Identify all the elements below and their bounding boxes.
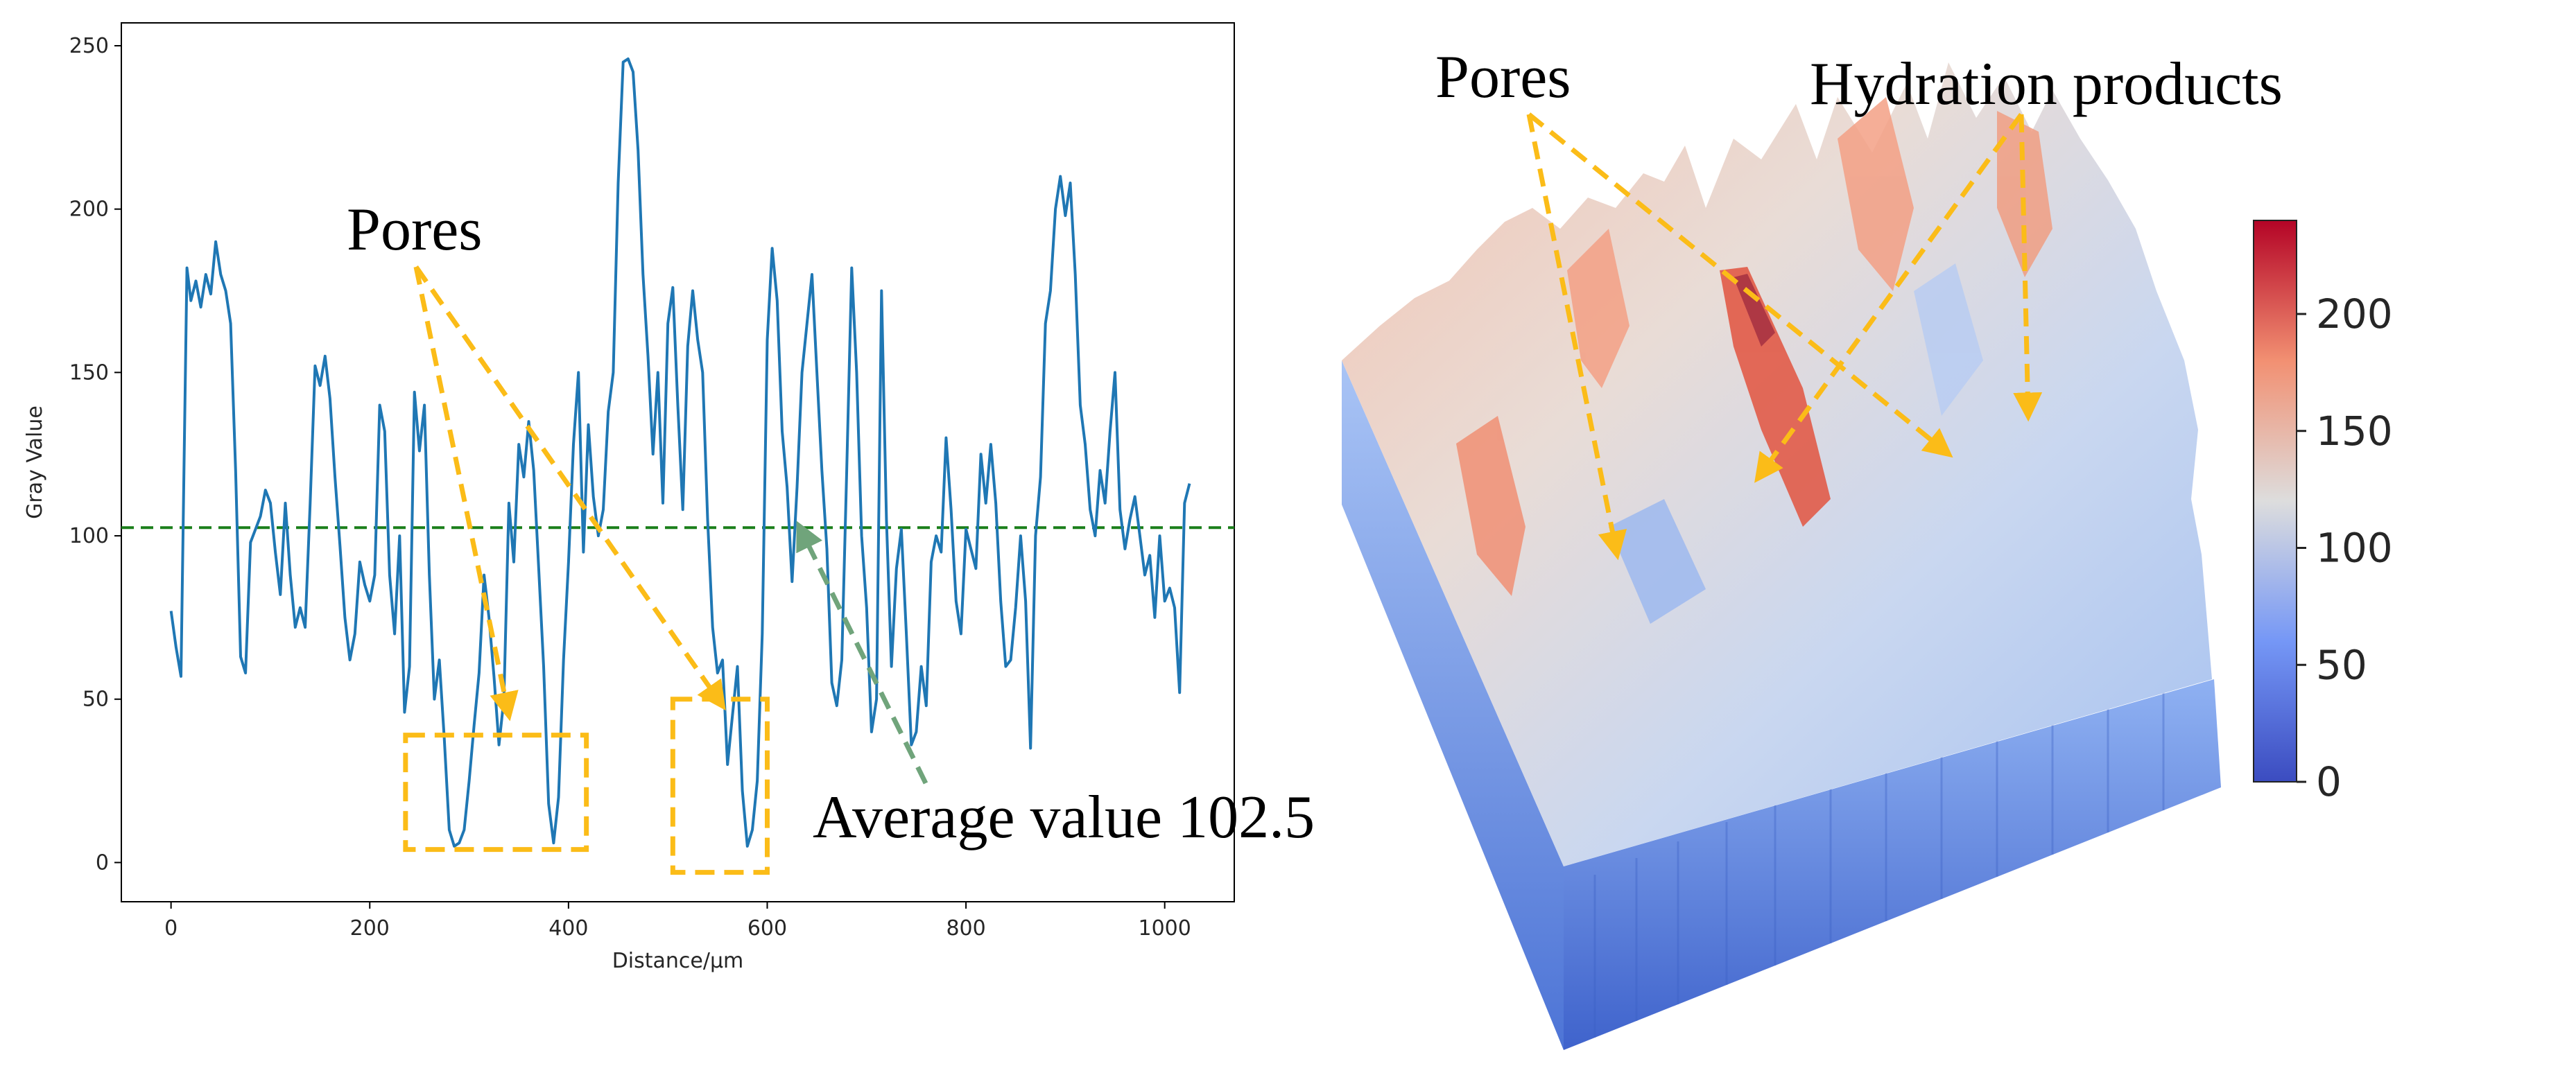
colorbar-tick-label: 100 xyxy=(2316,525,2393,572)
colorbar-tick-label: 50 xyxy=(2316,641,2367,688)
y-tick-label: 150 xyxy=(69,360,109,385)
pore-highlight-box xyxy=(403,733,589,853)
surface-hot-zones xyxy=(1456,97,2052,624)
surface-annotation-arrows xyxy=(1526,112,2043,561)
surface-front-side-stripes xyxy=(1593,647,2165,1038)
surface-left-side xyxy=(1342,360,1564,1050)
pores-arrow xyxy=(414,265,726,711)
x-tick-label: 600 xyxy=(747,916,787,941)
y-tick-label: 250 xyxy=(69,34,109,58)
y-axis-label: Gray Value xyxy=(23,405,47,519)
plot-frame xyxy=(121,22,1235,902)
pore-highlight-boxes xyxy=(403,697,770,875)
pores-3d-annotation-label: Pores xyxy=(1435,44,1571,111)
pore-highlight-box xyxy=(670,697,770,875)
y-tick-label: 0 xyxy=(96,850,109,875)
x-tick-label: 1000 xyxy=(1139,916,1191,941)
pores-arrows xyxy=(413,265,928,785)
gray-value-series-line xyxy=(169,57,1191,848)
x-axis-label: Distance/μm xyxy=(612,949,744,973)
colorbar-tick-label: 0 xyxy=(2316,758,2342,805)
y-tick-label: 50 xyxy=(83,688,109,712)
gray-value-line-chart: 0 50 100 150 200 250 0 200 400 600 800 1000 Distan… xyxy=(23,22,1315,973)
average-arrow xyxy=(796,521,928,785)
gray-value-3d-surface: Pores Hydration products 0 50 100 150 200 xyxy=(1342,44,2393,1050)
colorbar-tick-label: 200 xyxy=(2316,290,2393,338)
colorbar-ticks: 0 50 100 150 200 xyxy=(2297,290,2393,805)
x-tick-label: 400 xyxy=(548,916,588,941)
y-axis-ticks: 0 50 100 150 200 250 xyxy=(69,34,121,875)
pores-annotation-label: Pores xyxy=(347,196,483,263)
colorbar xyxy=(2253,220,2297,783)
pores-arrow xyxy=(413,266,519,722)
y-tick-label: 200 xyxy=(69,198,109,222)
colorbar-tick-label: 150 xyxy=(2316,408,2393,455)
x-axis-ticks: 0 200 400 600 800 1000 xyxy=(164,902,1191,941)
x-tick-label: 200 xyxy=(350,916,390,941)
y-tick-label: 100 xyxy=(69,524,109,548)
x-tick-label: 800 xyxy=(946,916,985,941)
x-tick-label: 0 xyxy=(164,916,178,941)
hydration-products-annotation-label: Hydration products xyxy=(1810,51,2283,118)
surface-front-side xyxy=(1564,679,2221,1050)
average-value-annotation-label: Average value 102.5 xyxy=(813,784,1315,851)
